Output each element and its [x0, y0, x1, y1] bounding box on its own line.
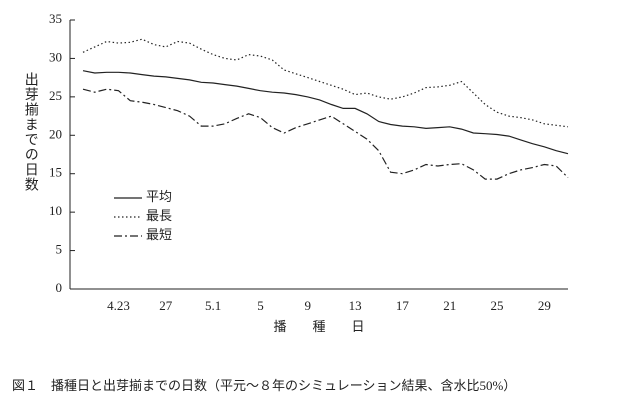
y-tick-label: 30 — [49, 49, 62, 64]
y-tick-label: 0 — [56, 280, 63, 295]
x-tick-label: 5.1 — [205, 298, 221, 313]
x-tick-label: 17 — [396, 298, 410, 313]
legend-label: 最短 — [146, 227, 172, 242]
x-tick-label: 27 — [159, 298, 173, 313]
legend-label: 最長 — [146, 208, 172, 223]
y-tick-label: 20 — [49, 126, 62, 141]
x-tick-label: 4.23 — [107, 298, 130, 313]
x-tick-label: 21 — [443, 298, 456, 313]
legend-label: 平均 — [146, 189, 172, 204]
y-tick-label: 25 — [49, 88, 62, 103]
x-axis-label: 播 種 日 — [273, 319, 364, 334]
x-tick-label: 5 — [257, 298, 264, 313]
series-line — [82, 88, 569, 180]
series-line — [82, 38, 569, 128]
y-tick-label: 15 — [49, 165, 62, 180]
x-tick-label: 25 — [491, 298, 504, 313]
x-tick-label: 9 — [305, 298, 312, 313]
y-tick-label: 5 — [56, 242, 63, 257]
x-tick-label: 29 — [538, 298, 551, 313]
y-axis-label: 出芽揃までの日数 — [23, 72, 39, 192]
x-tick-label: 13 — [349, 298, 362, 313]
caption: 図１ 播種日と出芽揃までの日数（平元～８年のシミュレーション結果、含水比50%） — [12, 378, 516, 393]
y-tick-label: 10 — [49, 203, 62, 218]
y-tick-label: 35 — [49, 11, 62, 26]
series-line — [82, 70, 569, 155]
